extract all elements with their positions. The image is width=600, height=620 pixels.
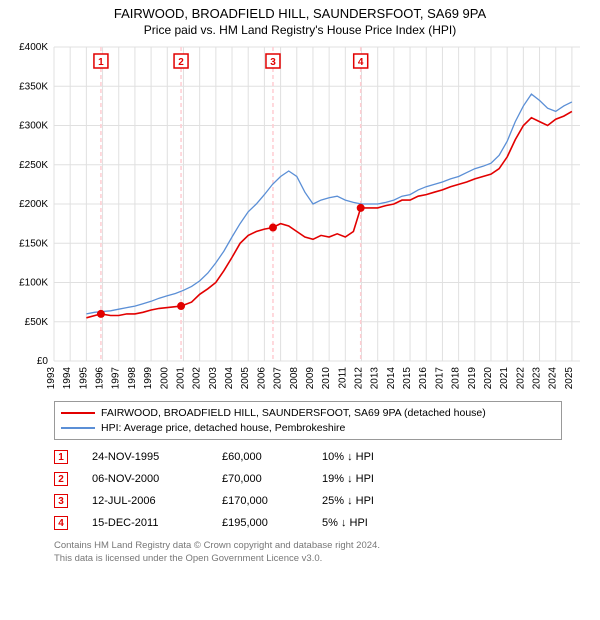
legend-swatch-hpi [61, 427, 95, 429]
svg-text:2023: 2023 [532, 367, 543, 390]
chart-title: FAIRWOOD, BROADFIELD HILL, SAUNDERSFOOT,… [10, 6, 590, 21]
svg-text:2009: 2009 [305, 367, 316, 390]
svg-text:£50K: £50K [25, 317, 49, 328]
svg-text:2004: 2004 [224, 367, 235, 390]
event-number-badge: 2 [54, 472, 68, 486]
svg-text:2015: 2015 [402, 367, 413, 390]
svg-text:2018: 2018 [451, 367, 462, 390]
event-row: 2 06-NOV-2000£70,00019% ↓ HPI [54, 468, 562, 490]
event-date: 15-DEC-2011 [92, 517, 222, 529]
svg-text:2016: 2016 [418, 367, 429, 390]
svg-text:£400K: £400K [19, 42, 48, 53]
svg-text:£100K: £100K [19, 278, 48, 289]
svg-text:2020: 2020 [483, 367, 494, 390]
svg-text:1993: 1993 [46, 367, 57, 390]
event-diff: 25% ↓ HPI [322, 495, 432, 507]
svg-text:£300K: £300K [19, 121, 48, 132]
svg-text:2003: 2003 [208, 367, 219, 390]
event-price: £195,000 [222, 517, 322, 529]
event-price: £60,000 [222, 451, 322, 463]
svg-text:£200K: £200K [19, 199, 48, 210]
svg-text:2022: 2022 [515, 367, 526, 390]
svg-text:2014: 2014 [386, 367, 397, 390]
legend-label-hpi: HPI: Average price, detached house, Pemb… [101, 421, 345, 436]
legend-item-property: FAIRWOOD, BROADFIELD HILL, SAUNDERSFOOT,… [61, 406, 555, 421]
footnote: Contains HM Land Registry data © Crown c… [54, 540, 562, 565]
event-row: 1 24-NOV-1995£60,00010% ↓ HPI [54, 446, 562, 468]
svg-text:2006: 2006 [256, 367, 267, 390]
svg-text:2017: 2017 [434, 367, 445, 390]
footnote-line1: Contains HM Land Registry data © Crown c… [54, 540, 380, 551]
svg-text:1997: 1997 [111, 367, 122, 390]
event-price: £170,000 [222, 495, 322, 507]
svg-text:2024: 2024 [548, 367, 559, 390]
event-number-badge: 1 [54, 450, 68, 464]
svg-text:2013: 2013 [370, 367, 381, 390]
svg-text:2021: 2021 [499, 367, 510, 390]
svg-text:4: 4 [358, 57, 364, 68]
svg-text:2019: 2019 [467, 367, 478, 390]
event-number-badge: 3 [54, 494, 68, 508]
svg-text:2008: 2008 [289, 367, 300, 390]
svg-text:1995: 1995 [78, 367, 89, 390]
svg-text:2012: 2012 [354, 367, 365, 390]
chart-area: £0 £50K £100K £150K £200K £250K £300K £350K £400… [10, 41, 590, 399]
legend-label-property: FAIRWOOD, BROADFIELD HILL, SAUNDERSFOOT,… [101, 406, 486, 421]
event-diff: 5% ↓ HPI [322, 517, 432, 529]
legend: FAIRWOOD, BROADFIELD HILL, SAUNDERSFOOT,… [54, 401, 562, 440]
svg-text:1998: 1998 [127, 367, 138, 390]
svg-text:2007: 2007 [273, 367, 284, 390]
svg-text:2: 2 [178, 57, 184, 68]
line-chart: £0 £50K £100K £150K £200K £250K £300K £350K £400… [10, 41, 590, 399]
svg-text:£0: £0 [37, 356, 49, 367]
chart-subtitle: Price paid vs. HM Land Registry's House … [10, 23, 590, 37]
event-row: 4 15-DEC-2011£195,0005% ↓ HPI [54, 512, 562, 534]
legend-item-hpi: HPI: Average price, detached house, Pemb… [61, 421, 555, 436]
svg-text:£150K: £150K [19, 238, 48, 249]
svg-text:1996: 1996 [95, 367, 106, 390]
svg-text:£250K: £250K [19, 160, 48, 171]
svg-text:1994: 1994 [62, 367, 73, 390]
svg-text:2011: 2011 [337, 367, 348, 389]
event-date: 24-NOV-1995 [92, 451, 222, 463]
svg-text:3: 3 [270, 57, 276, 68]
svg-text:2001: 2001 [175, 367, 186, 390]
event-row: 3 12-JUL-2006£170,00025% ↓ HPI [54, 490, 562, 512]
svg-text:£350K: £350K [19, 81, 48, 92]
svg-text:2010: 2010 [321, 367, 332, 390]
svg-text:2000: 2000 [159, 367, 170, 390]
footnote-line2: This data is licensed under the Open Gov… [54, 553, 322, 564]
svg-text:2005: 2005 [240, 367, 251, 390]
svg-text:2025: 2025 [564, 367, 575, 390]
event-price: £70,000 [222, 473, 322, 485]
event-diff: 19% ↓ HPI [322, 473, 432, 485]
svg-text:1999: 1999 [143, 367, 154, 390]
svg-text:1: 1 [98, 57, 104, 68]
event-date: 12-JUL-2006 [92, 495, 222, 507]
svg-text:2002: 2002 [192, 367, 203, 390]
events-table: 1 24-NOV-1995£60,00010% ↓ HPI 2 06-NOV-2000… [54, 446, 562, 534]
event-number-badge: 4 [54, 516, 68, 530]
event-diff: 10% ↓ HPI [322, 451, 432, 463]
event-date: 06-NOV-2000 [92, 473, 222, 485]
legend-swatch-property [61, 412, 95, 414]
